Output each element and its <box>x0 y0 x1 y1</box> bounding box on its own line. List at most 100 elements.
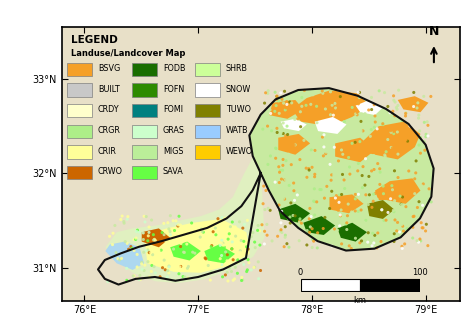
Point <box>399 118 406 123</box>
Point <box>198 226 205 232</box>
Point <box>300 138 308 143</box>
Point <box>417 201 424 206</box>
Point <box>228 239 236 244</box>
Point <box>155 247 163 253</box>
Point <box>303 175 310 180</box>
Point <box>377 239 385 244</box>
Point <box>319 153 327 159</box>
Point <box>393 107 401 112</box>
Point <box>147 250 155 256</box>
Point <box>261 148 268 153</box>
Point <box>424 243 432 248</box>
Point <box>422 222 430 227</box>
Point <box>309 172 316 177</box>
Point <box>261 229 268 234</box>
Point <box>247 267 255 273</box>
Point <box>392 105 400 110</box>
Point <box>337 213 344 218</box>
Point <box>140 214 148 219</box>
Point <box>420 120 428 125</box>
Point <box>322 149 330 155</box>
Point <box>379 121 387 126</box>
Point <box>374 230 382 235</box>
Point <box>400 125 408 131</box>
Point <box>274 151 282 156</box>
Point <box>207 278 214 283</box>
Point <box>293 192 301 198</box>
Point <box>279 120 287 126</box>
Point <box>305 111 312 116</box>
Point <box>278 176 285 182</box>
Point <box>415 113 423 118</box>
Point <box>273 94 281 99</box>
Point <box>134 227 141 233</box>
Point <box>222 215 230 221</box>
Point <box>352 125 360 130</box>
Point <box>311 199 319 204</box>
Point <box>369 198 377 204</box>
Point <box>174 223 182 229</box>
Point <box>254 228 262 233</box>
Point <box>284 215 292 221</box>
Point <box>218 215 226 220</box>
Point <box>309 92 317 98</box>
Point <box>132 237 139 242</box>
Point <box>402 137 410 143</box>
Point <box>326 162 334 167</box>
Point <box>355 101 362 107</box>
Point <box>202 246 210 251</box>
Point <box>236 219 243 224</box>
Point <box>169 242 176 247</box>
Point <box>359 164 367 169</box>
Point <box>341 181 349 186</box>
Point <box>339 152 346 157</box>
Point <box>342 221 350 227</box>
Point <box>214 216 222 221</box>
Point <box>356 240 364 245</box>
Point <box>338 192 346 197</box>
Point <box>256 242 264 248</box>
Point <box>416 128 423 134</box>
Point <box>132 235 140 241</box>
Point <box>369 230 376 236</box>
Point <box>305 166 312 171</box>
Point <box>409 225 417 230</box>
Point <box>353 112 361 118</box>
Point <box>268 238 276 243</box>
Point <box>156 274 164 280</box>
Point <box>390 224 397 229</box>
Point <box>393 129 401 135</box>
Point <box>144 247 152 253</box>
Point <box>355 161 362 166</box>
Point <box>136 273 144 278</box>
Point <box>229 278 237 283</box>
Point <box>327 89 334 95</box>
Point <box>383 217 391 222</box>
Point <box>288 105 296 111</box>
Point <box>219 274 227 280</box>
Point <box>386 127 394 132</box>
Point <box>343 227 351 232</box>
Point <box>264 91 272 96</box>
Point <box>321 215 328 220</box>
Point <box>176 264 184 270</box>
Point <box>328 172 336 178</box>
Point <box>380 218 388 223</box>
Point <box>412 170 419 176</box>
Point <box>261 241 268 246</box>
Point <box>381 90 388 95</box>
Point <box>150 264 158 269</box>
Point <box>274 158 282 163</box>
Point <box>330 172 337 178</box>
Point <box>146 249 153 255</box>
Point <box>237 238 245 243</box>
Point <box>220 242 228 248</box>
Point <box>303 242 310 247</box>
Point <box>150 232 157 237</box>
Point <box>298 104 306 109</box>
Point <box>374 161 382 166</box>
Point <box>160 258 168 263</box>
Point <box>355 192 362 197</box>
Point <box>150 237 157 243</box>
Point <box>193 226 201 231</box>
